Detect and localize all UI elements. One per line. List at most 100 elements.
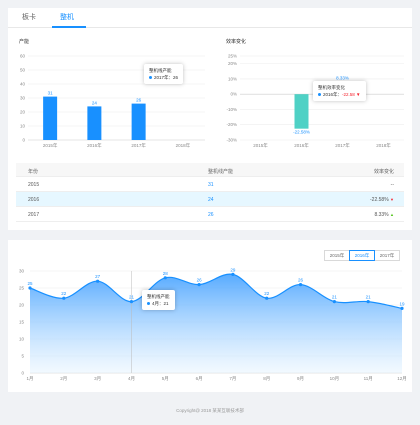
tooltip-series-label: 整机线产能 (149, 68, 172, 73)
x-tick-label: 4月 (128, 376, 135, 382)
y-tick-label: 60 (20, 54, 26, 59)
data-label: 29 (230, 267, 236, 272)
data-label: 31 (48, 91, 54, 96)
x-tick-label: 5月 (162, 376, 169, 382)
tooltip-dot (149, 76, 152, 80)
up-arrow-icon: ▲ (390, 212, 394, 217)
year-button-2016[interactable]: 2016年 (349, 250, 375, 261)
data-point (96, 279, 100, 283)
cell-output: 31 (208, 182, 214, 188)
change-bar-chart: 25% 20% 10% 0% -10% -20% -30% 2015年 2016年 -22.58%… (226, 54, 404, 149)
bar (294, 94, 309, 129)
cell-year: 2016 (28, 197, 40, 203)
data-label: 26 (197, 278, 203, 283)
cell-output: 26 (208, 212, 214, 218)
down-arrow-icon: ▼ (390, 197, 394, 202)
tooltip-value-line: 4月：21 (147, 300, 170, 307)
y-tick-label: 30 (19, 269, 25, 274)
data-label: -22.58% (293, 130, 310, 135)
y-tick-label: 10 (19, 337, 25, 342)
table-row[interactable]: 2016 24 -22.58% ▼ (16, 192, 404, 207)
tooltip-series-label: 整机效率变化 (318, 85, 345, 90)
data-point (231, 272, 235, 276)
year-button-2015[interactable]: 2015年 (324, 250, 350, 261)
tab-ink-bar (52, 26, 86, 28)
y-tick-label: 10% (228, 76, 237, 81)
x-tick-label: 2017年 (131, 142, 146, 149)
data-label: 21 (129, 295, 135, 300)
data-label: 28 (163, 271, 169, 276)
header-year: 年份 (28, 169, 39, 175)
x-tick-label: 9月 (297, 376, 304, 382)
x-tick-label: 7月 (229, 376, 236, 382)
change-chart-tooltip: 整机效率变化 2016年：-22.58 ▼ (313, 81, 366, 101)
data-label: 27 (95, 274, 101, 279)
data-point (332, 300, 336, 304)
cell-change: -22.58% ▼ (370, 197, 394, 203)
data-label: 24 (92, 100, 98, 105)
data-point (265, 296, 269, 300)
area-fill (30, 274, 402, 373)
y-tick-label: 40 (20, 82, 26, 87)
y-tick-label: 50 (20, 68, 26, 73)
y-tick-label: 20 (20, 110, 26, 115)
y-tick-label: -10% (226, 107, 237, 112)
data-label: 22 (61, 291, 67, 296)
x-tick-label: 11月 (364, 376, 373, 382)
data-point (62, 296, 66, 300)
output-chart-tooltip: 整机线产能 2017年：26 (144, 64, 184, 84)
tab-board[interactable]: 板卡 (22, 14, 36, 21)
output-bar-chart: 0 10 20 30 40 50 60 2015年 31 2016年 24 2017年 26 2018年 (20, 54, 205, 149)
data-label: 21 (332, 295, 338, 300)
x-tick-label: 8月 (263, 376, 270, 382)
x-tick-label: 2月 (60, 376, 67, 382)
header-change: 效率变化 (373, 169, 394, 175)
summary-table: 年份 整机线产能 效率变化 2015 31 -- 2016 24 -22.58%… (16, 163, 404, 222)
y-tick-label: 0 (21, 371, 24, 376)
tooltip-value: 21 (163, 301, 169, 306)
tooltip-dot (318, 93, 321, 97)
y-tick-label: 15 (19, 320, 25, 325)
y-tick-label: -30% (226, 138, 237, 143)
output-chart-title: 产能 (19, 39, 30, 45)
data-label: 8.33% (336, 75, 349, 80)
table-row[interactable]: 2017 26 8.33% ▲ (16, 207, 404, 222)
x-tick-label: 10月 (330, 376, 340, 382)
tooltip-point: 2016年： (323, 92, 343, 97)
tooltip-dot (147, 302, 150, 306)
cell-change: 8.33% ▲ (374, 212, 394, 218)
y-tick-label: 25% (228, 54, 237, 59)
data-point (129, 300, 134, 304)
y-tick-label: 20% (228, 61, 237, 66)
monthly-chart-tooltip: 整机线产能 4月：21 (142, 290, 175, 310)
data-label: 21 (366, 295, 372, 300)
tab-machine[interactable]: 整机 (60, 14, 74, 21)
tooltip-value-line: 2016年：-22.58 ▼ (318, 91, 361, 98)
cell-output: 24 (208, 197, 214, 203)
tooltip-series-label: 整机线产能 (147, 294, 170, 299)
footer-copyright: Copyright@ 2018 某某互联技术部 (176, 408, 244, 413)
y-tick-label: 20 (19, 303, 25, 308)
data-point (163, 276, 167, 280)
x-tick-label: 2017年 (335, 142, 350, 149)
bar (87, 106, 102, 140)
tooltip-point: 4月： (152, 301, 164, 306)
x-tick-label: 2018年 (376, 142, 391, 149)
year-selector: 2015年 2016年 2017年 (324, 250, 400, 261)
x-tick-label: 1月 (26, 376, 33, 382)
data-label: 22 (264, 291, 270, 296)
x-tick-label: 2018年 (176, 142, 191, 149)
data-label: 26 (298, 278, 304, 283)
bar (131, 103, 146, 140)
table-row[interactable]: 2015 31 -- (16, 177, 404, 192)
x-tick-label: 2015年 (253, 142, 268, 149)
y-tick-label: 5 (21, 354, 24, 359)
change-chart-title: 效率变化 (226, 39, 247, 45)
cell-year: 2015 (28, 182, 40, 188)
y-tick-label: 10 (20, 124, 26, 129)
table-header: 年份 整机线产能 效率变化 (16, 163, 404, 177)
data-label: 25 (27, 281, 33, 286)
year-button-2017[interactable]: 2017年 (374, 250, 400, 261)
x-tick-label: 2016年 (294, 142, 309, 149)
data-point (28, 286, 32, 290)
